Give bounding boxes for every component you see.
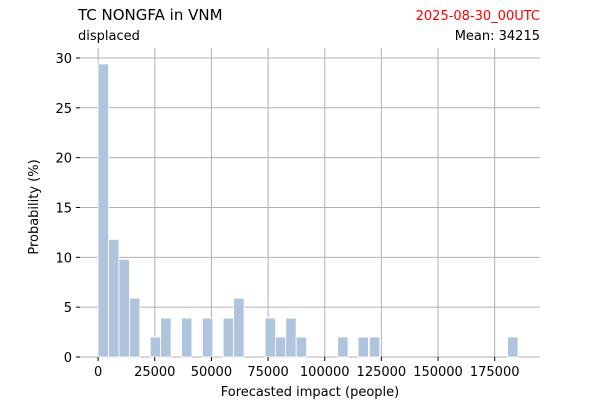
- histogram-bar: [118, 258, 130, 358]
- histogram-bar: [160, 317, 172, 358]
- x-tick-label: 50000: [191, 365, 232, 380]
- y-tick-label: 10: [55, 251, 72, 266]
- y-axis-label: Probability (%): [27, 159, 42, 254]
- x-tick-label: 0: [94, 365, 102, 380]
- x-tick-label: 150000: [413, 365, 463, 380]
- histogram-bar: [368, 336, 381, 358]
- x-tick-label: 100000: [300, 365, 350, 380]
- mean-label: Mean: 34215: [455, 29, 540, 44]
- histogram-bar: [507, 336, 519, 358]
- histogram-bar: [357, 336, 369, 358]
- y-tick-label: 20: [55, 152, 72, 167]
- histogram-bar: [222, 317, 235, 358]
- forecast-date: 2025-08-30_00UTC: [416, 9, 540, 24]
- x-tick-label: 75000: [247, 365, 288, 380]
- histogram-bar: [128, 297, 141, 358]
- histogram-bar: [264, 317, 276, 358]
- histogram-bar: [337, 336, 349, 358]
- chart-subtitle: displaced: [78, 29, 140, 44]
- histogram-bar: [274, 336, 287, 358]
- histogram-bar: [181, 317, 193, 358]
- ticks: 0 5 10 15 20 25 30 0 25000 50000 75000 100000 125000…: [55, 52, 519, 380]
- histogram-bar: [285, 317, 297, 358]
- grid: [80, 48, 540, 358]
- histogram-bar: [295, 336, 308, 358]
- histogram-bar: [149, 336, 162, 358]
- bars: [97, 63, 519, 358]
- x-tick-label: 25000: [134, 365, 175, 380]
- x-tick-label: 125000: [357, 365, 407, 380]
- y-tick-label: 15: [55, 201, 72, 216]
- histogram-bar: [201, 317, 214, 358]
- y-tick-label: 0: [64, 351, 72, 366]
- y-tick-label: 25: [55, 102, 72, 117]
- y-tick-label: 30: [55, 52, 72, 67]
- x-axis-label: Forecasted impact (people): [221, 385, 399, 400]
- y-tick-label: 5: [64, 301, 72, 316]
- histogram-bar: [108, 238, 120, 358]
- histogram-bar: [97, 63, 109, 358]
- x-tick-label: 175000: [470, 365, 520, 380]
- chart-title: TC NONGFA in VNM: [77, 6, 223, 24]
- histogram-bar: [233, 297, 245, 358]
